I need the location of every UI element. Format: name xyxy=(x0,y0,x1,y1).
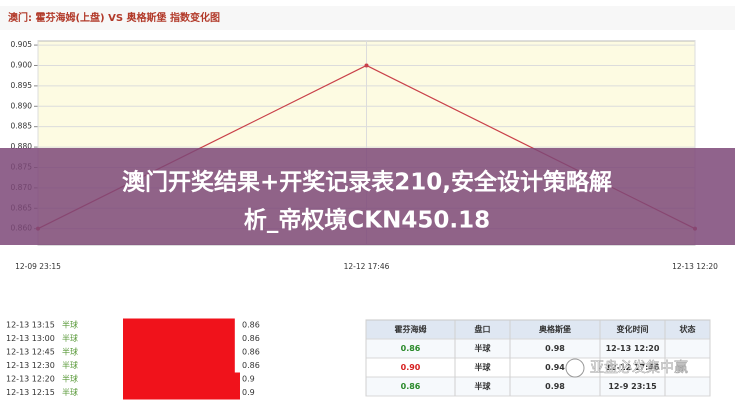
table-cell: 半球 xyxy=(475,362,492,372)
table-cell: 0.86 xyxy=(401,382,421,391)
history-time: 12-13 12:20 xyxy=(6,375,55,384)
title-strip xyxy=(0,6,735,30)
history-bar xyxy=(123,386,240,400)
table-cell: 12-9 23:15 xyxy=(608,382,657,391)
y-tick-label: 0.890 xyxy=(11,101,33,110)
table-header: 奥格斯堡 xyxy=(538,324,571,334)
y-tick-label: 0.885 xyxy=(11,122,33,131)
x-tick-label: 12-13 12:20 xyxy=(672,262,718,271)
watermark-icon xyxy=(565,358,585,378)
table-header: 变化时间 xyxy=(617,324,649,334)
history-time: 12-13 13:15 xyxy=(6,321,55,330)
banner xyxy=(0,148,735,245)
banner-text: 澳门开奖结果+开奖记录表210,安全设计策略解 xyxy=(122,169,612,196)
history-time: 12-13 13:00 xyxy=(6,334,55,343)
table-cell: 0.94 xyxy=(545,363,565,372)
table-header: 状态 xyxy=(680,324,696,334)
history-bar xyxy=(123,318,235,332)
history-value: 0.86 xyxy=(242,361,260,370)
table-header: 霍芬海姆 xyxy=(395,324,427,334)
table-header: 盘口 xyxy=(475,324,491,334)
history-time: 12-13 12:30 xyxy=(6,361,55,370)
x-tick-label: 12-09 23:15 xyxy=(15,262,61,271)
history-handicap: 半球 xyxy=(62,347,78,357)
history-value: 0.86 xyxy=(242,348,260,357)
history-bar xyxy=(123,372,240,386)
y-tick-label: 0.895 xyxy=(11,81,33,90)
history-value: 0.86 xyxy=(242,334,260,343)
table-cell: 半球 xyxy=(475,381,492,391)
history-bar xyxy=(123,332,235,346)
table-cell: 0.98 xyxy=(545,382,565,391)
table-cell: 半球 xyxy=(475,343,492,353)
history-handicap: 半球 xyxy=(62,360,78,370)
y-tick-label: 0.880 xyxy=(11,142,33,151)
history-handicap: 半球 xyxy=(62,374,78,384)
banner-text: 析_帝权境CKN450.18 xyxy=(244,207,490,234)
history-time: 12-13 12:45 xyxy=(6,348,55,357)
history-value: 0.9 xyxy=(242,388,255,397)
y-tick-label: 0.905 xyxy=(11,40,33,49)
x-tick-label: 12-12 17:46 xyxy=(344,262,390,271)
history-value: 0.86 xyxy=(242,321,260,330)
history-value: 0.9 xyxy=(242,375,255,384)
history-time: 12-13 12:15 xyxy=(6,388,55,397)
table-cell: 0.86 xyxy=(401,344,421,353)
history-bar xyxy=(123,345,235,359)
history-handicap: 半球 xyxy=(62,320,78,330)
table-cell: 12-13 12:20 xyxy=(606,344,660,353)
history-bar xyxy=(123,359,235,373)
watermark: 亚盘必发集中赢 xyxy=(590,359,688,376)
y-tick-label: 0.900 xyxy=(11,60,33,69)
table-cell: 12-12 17:46 xyxy=(606,363,660,372)
table-cell: 0.90 xyxy=(401,363,421,372)
table-cell: 0.98 xyxy=(545,344,565,353)
history-handicap: 半球 xyxy=(62,333,78,343)
chart-title: 澳门: 霍芬海姆(上盘) VS 奥格斯堡 指数变化图 xyxy=(8,11,220,24)
point xyxy=(364,63,369,68)
history-handicap: 半球 xyxy=(62,387,78,397)
